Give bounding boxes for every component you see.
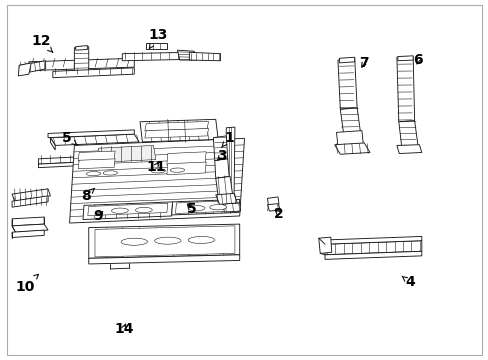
Ellipse shape xyxy=(103,171,117,175)
Polygon shape xyxy=(89,224,239,258)
Polygon shape xyxy=(122,52,189,61)
Ellipse shape xyxy=(188,206,204,211)
Polygon shape xyxy=(223,203,240,212)
Polygon shape xyxy=(29,58,134,71)
Text: 13: 13 xyxy=(148,28,167,49)
Polygon shape xyxy=(318,237,331,253)
Polygon shape xyxy=(189,52,220,61)
Polygon shape xyxy=(95,226,234,257)
Ellipse shape xyxy=(188,237,214,243)
Polygon shape xyxy=(339,57,354,63)
Polygon shape xyxy=(396,57,414,122)
Polygon shape xyxy=(12,217,44,226)
Polygon shape xyxy=(213,136,227,161)
Polygon shape xyxy=(336,131,363,147)
Text: 9: 9 xyxy=(93,209,103,223)
Polygon shape xyxy=(397,56,412,61)
Polygon shape xyxy=(398,121,417,147)
Polygon shape xyxy=(89,255,239,264)
Text: 2: 2 xyxy=(274,207,284,221)
Text: 5: 5 xyxy=(62,131,77,145)
Text: 3: 3 xyxy=(216,149,226,163)
Polygon shape xyxy=(340,108,360,134)
Polygon shape xyxy=(39,155,110,164)
Text: 7: 7 xyxy=(359,56,368,70)
Text: 12: 12 xyxy=(31,33,53,53)
Text: 11: 11 xyxy=(146,159,165,174)
Polygon shape xyxy=(74,47,89,75)
Polygon shape xyxy=(19,61,45,74)
Ellipse shape xyxy=(170,168,184,172)
Polygon shape xyxy=(144,121,208,131)
Text: 4: 4 xyxy=(401,275,414,289)
Text: 6: 6 xyxy=(412,53,422,67)
Polygon shape xyxy=(166,152,206,165)
Polygon shape xyxy=(267,204,280,211)
Polygon shape xyxy=(50,138,55,150)
Text: 14: 14 xyxy=(114,322,133,336)
Polygon shape xyxy=(83,202,172,220)
Polygon shape xyxy=(78,151,115,161)
Text: 10: 10 xyxy=(15,274,39,293)
Polygon shape xyxy=(325,251,421,259)
Polygon shape xyxy=(76,46,87,50)
Polygon shape xyxy=(12,230,44,238)
Polygon shape xyxy=(166,162,206,175)
Polygon shape xyxy=(12,224,48,232)
Polygon shape xyxy=(50,134,139,145)
Polygon shape xyxy=(177,50,196,60)
Polygon shape xyxy=(12,189,50,201)
Polygon shape xyxy=(88,203,167,216)
Ellipse shape xyxy=(151,169,165,173)
Text: 5: 5 xyxy=(186,202,196,216)
Polygon shape xyxy=(48,130,134,138)
Polygon shape xyxy=(146,43,166,49)
Ellipse shape xyxy=(111,208,128,213)
Polygon shape xyxy=(225,127,234,206)
Polygon shape xyxy=(214,159,229,178)
Polygon shape xyxy=(78,159,115,169)
Polygon shape xyxy=(175,201,234,213)
Polygon shape xyxy=(215,176,232,196)
Polygon shape xyxy=(140,119,218,142)
Polygon shape xyxy=(334,143,369,154)
Text: 8: 8 xyxy=(81,188,94,203)
Ellipse shape xyxy=(209,204,226,210)
Polygon shape xyxy=(396,145,421,154)
Polygon shape xyxy=(215,193,237,204)
Text: 1: 1 xyxy=(221,131,234,148)
Polygon shape xyxy=(337,58,356,109)
Ellipse shape xyxy=(154,237,181,244)
Polygon shape xyxy=(12,196,48,207)
Polygon shape xyxy=(267,197,279,206)
Polygon shape xyxy=(53,68,134,78)
Ellipse shape xyxy=(86,171,101,176)
Polygon shape xyxy=(98,145,156,162)
Polygon shape xyxy=(325,241,421,255)
Ellipse shape xyxy=(121,238,147,245)
Ellipse shape xyxy=(135,207,152,213)
Polygon shape xyxy=(69,138,244,223)
Polygon shape xyxy=(325,237,421,244)
Polygon shape xyxy=(39,161,110,168)
Polygon shape xyxy=(18,63,31,76)
Polygon shape xyxy=(171,199,239,215)
Polygon shape xyxy=(144,129,208,138)
